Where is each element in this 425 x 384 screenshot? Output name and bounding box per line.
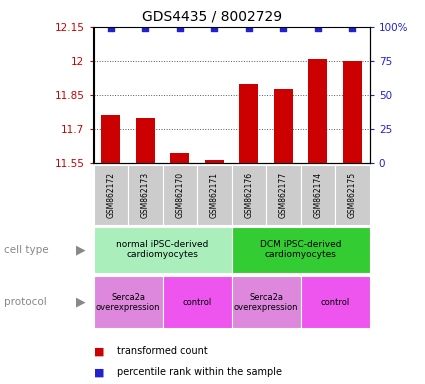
Bar (136, 118, 155, 163)
Bar (94, 227, 232, 273)
Point (246, 25, 252, 31)
Text: transformed count: transformed count (117, 346, 208, 356)
Bar (343, 61, 362, 163)
Text: ■: ■ (94, 346, 104, 356)
Point (280, 25, 287, 31)
Text: GSM862177: GSM862177 (279, 172, 288, 218)
Text: protocol: protocol (4, 297, 47, 308)
Bar (162, 276, 232, 328)
Text: normal iPSC-derived
cardiomyocytes: normal iPSC-derived cardiomyocytes (116, 240, 209, 259)
Bar (197, 165, 232, 225)
Text: ▶: ▶ (76, 296, 85, 309)
Text: ■: ■ (94, 367, 104, 377)
Text: Serca2a
overexpression: Serca2a overexpression (234, 293, 298, 312)
Point (108, 25, 114, 31)
Bar (162, 165, 197, 225)
Bar (300, 165, 335, 225)
Text: GSM862173: GSM862173 (141, 172, 150, 218)
Bar (274, 89, 293, 163)
Point (176, 25, 183, 31)
Point (142, 25, 149, 31)
Text: DCM iPSC-derived
cardiomyocytes: DCM iPSC-derived cardiomyocytes (260, 240, 341, 259)
Bar (205, 160, 224, 163)
Point (211, 25, 218, 31)
Bar (232, 165, 266, 225)
Text: GDS4435 / 8002729: GDS4435 / 8002729 (142, 10, 283, 23)
Bar (128, 165, 162, 225)
Bar (232, 227, 370, 273)
Text: GSM862170: GSM862170 (176, 172, 184, 218)
Bar (300, 276, 370, 328)
Text: percentile rank within the sample: percentile rank within the sample (117, 367, 282, 377)
Bar (309, 59, 327, 163)
Text: ▶: ▶ (76, 243, 85, 256)
Text: GSM862176: GSM862176 (244, 172, 253, 218)
Text: control: control (320, 298, 350, 307)
Text: control: control (182, 298, 212, 307)
Text: GSM862175: GSM862175 (348, 172, 357, 218)
Text: GSM862174: GSM862174 (314, 172, 323, 218)
Bar (335, 165, 370, 225)
Bar (94, 276, 162, 328)
Bar (266, 165, 300, 225)
Point (314, 25, 321, 31)
Bar (232, 276, 300, 328)
Text: GSM862171: GSM862171 (210, 172, 219, 218)
Bar (101, 116, 120, 163)
Text: Serca2a
overexpression: Serca2a overexpression (96, 293, 160, 312)
Point (349, 25, 356, 31)
Bar (239, 84, 258, 163)
Bar (94, 165, 128, 225)
Text: GSM862172: GSM862172 (106, 172, 115, 218)
Bar (170, 153, 189, 163)
Text: cell type: cell type (4, 245, 49, 255)
